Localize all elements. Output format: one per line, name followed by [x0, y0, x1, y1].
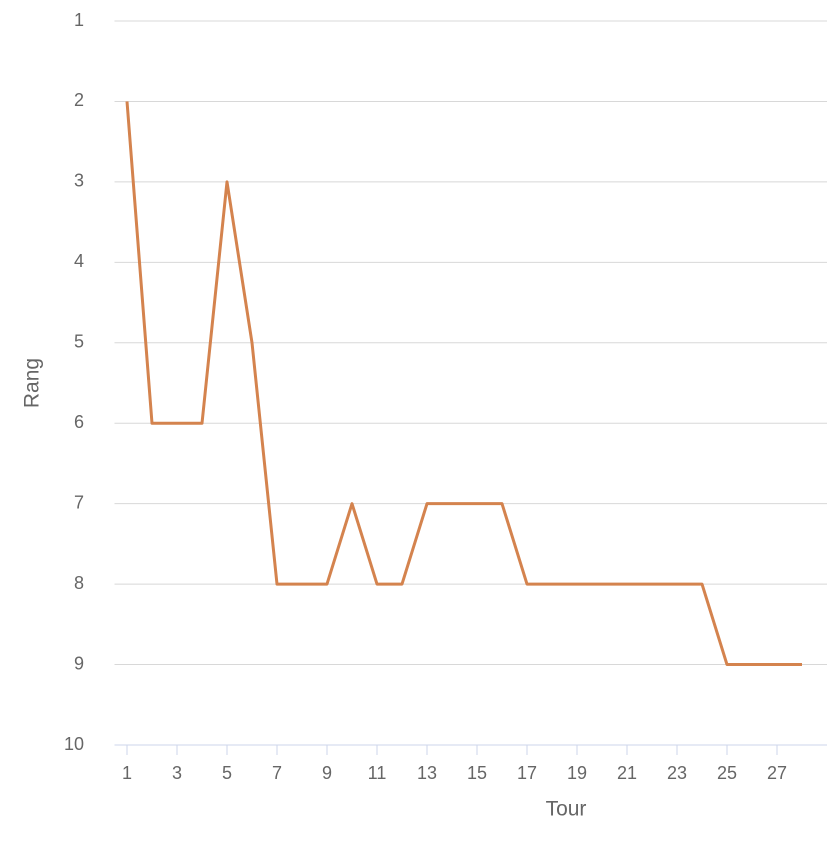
x-tick-label: 7 [272, 763, 282, 783]
y-tick-label: 4 [74, 251, 84, 271]
y-tick-label: 9 [74, 653, 84, 673]
y-tick-label: 10 [64, 734, 84, 754]
y-tick-label: 6 [74, 412, 84, 432]
x-tick-label: 1 [122, 763, 132, 783]
y-tick-label: 8 [74, 573, 84, 593]
y-axis-title: Rang [21, 358, 44, 408]
y-tick-label: 5 [74, 332, 84, 352]
x-tick-label: 19 [567, 763, 587, 783]
y-tick-label: 7 [74, 492, 84, 512]
x-tick-label: 17 [517, 763, 537, 783]
x-tick-label: 5 [222, 763, 232, 783]
x-tick-label: 13 [417, 763, 437, 783]
x-tick-label: 3 [172, 763, 182, 783]
x-tick-label: 15 [467, 763, 487, 783]
x-tick-label: 11 [368, 763, 387, 783]
x-tick-label: 25 [717, 763, 737, 783]
x-tick-label: 23 [667, 763, 687, 783]
y-tick-label: 3 [74, 171, 84, 191]
x-tick-label: 9 [322, 763, 332, 783]
y-tick-label: 2 [74, 90, 84, 110]
y-tick-label: 1 [74, 10, 84, 30]
x-axis-title: Tour [546, 798, 587, 821]
line [125, 101, 802, 667]
x-tick-label: 21 [617, 763, 637, 783]
x-tick-label: 27 [767, 763, 787, 783]
